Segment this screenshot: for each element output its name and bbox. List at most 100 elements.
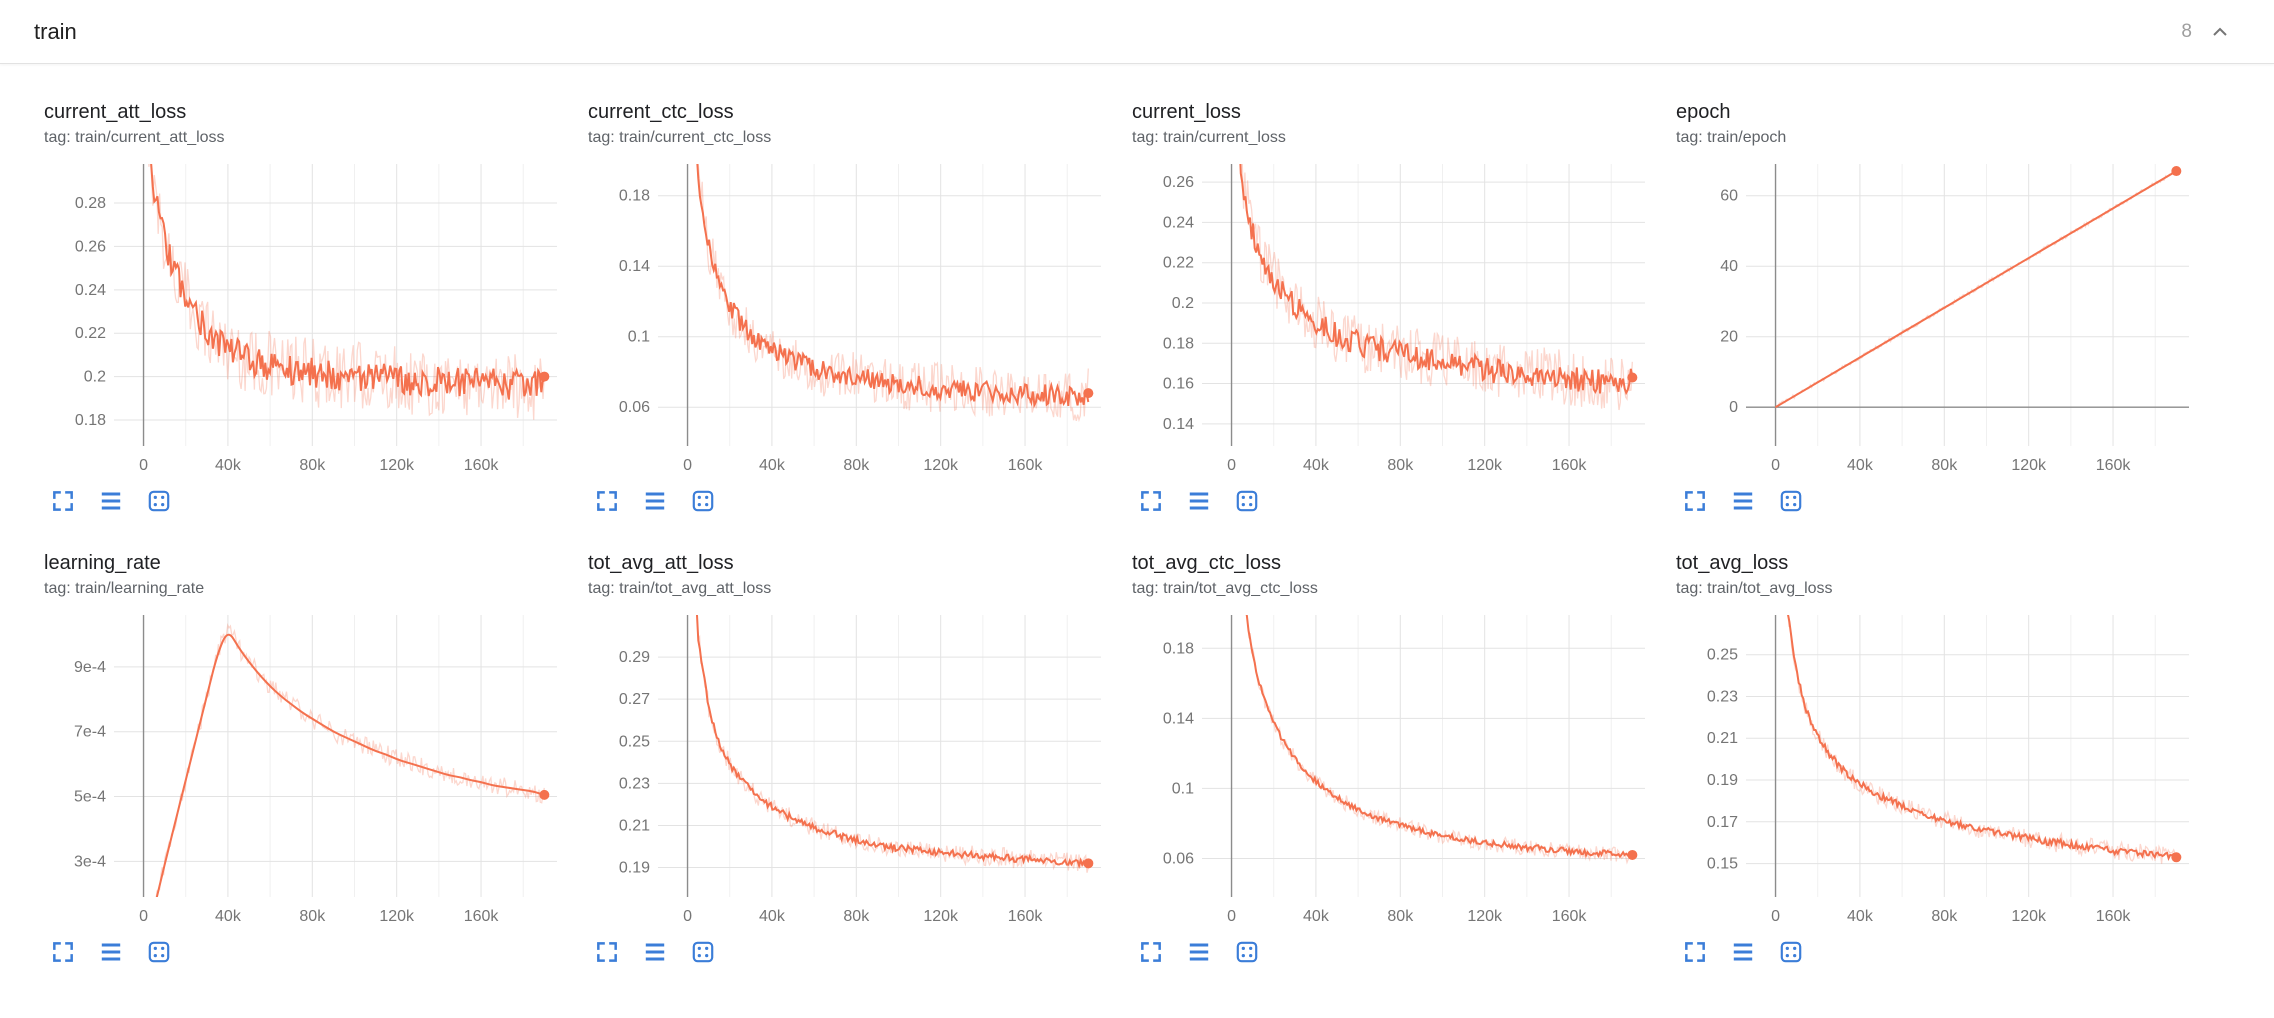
svg-text:0.18: 0.18 [1163, 640, 1194, 657]
svg-text:160k: 160k [1552, 908, 1588, 925]
svg-text:80k: 80k [299, 908, 326, 925]
expand-chart-button[interactable] [1132, 483, 1170, 519]
chart-title: epoch [1676, 101, 1731, 123]
fit-domain-button[interactable] [1772, 483, 1810, 519]
svg-text:0: 0 [1729, 399, 1738, 416]
expand-chart-button[interactable] [588, 483, 626, 519]
log-scale-toggle-button[interactable] [636, 934, 674, 970]
fit-domain-icon [1236, 490, 1258, 512]
svg-text:0.1: 0.1 [628, 329, 650, 346]
log-scale-toggle-button[interactable] [92, 483, 130, 519]
expand-chart-button[interactable] [44, 483, 82, 519]
fit-domain-button[interactable] [684, 483, 722, 519]
svg-text:0.22: 0.22 [1163, 255, 1194, 272]
expand-chart-button[interactable] [1132, 934, 1170, 970]
svg-text:0: 0 [683, 457, 692, 474]
chart-plot[interactable]: 0 40k 80k 120k 160k 0.06 0.1 0.14 0.18 [588, 158, 1103, 476]
expand-chart-button[interactable] [1676, 934, 1714, 970]
svg-text:0.21: 0.21 [619, 817, 650, 834]
collapse-section-button[interactable] [2204, 16, 2236, 48]
chart-tag: tag: train/tot_avg_loss [1676, 580, 1833, 597]
svg-text:160k: 160k [464, 457, 500, 474]
chart-tag: tag: train/current_ctc_loss [588, 129, 772, 146]
svg-text:0.25: 0.25 [619, 733, 650, 750]
svg-text:40k: 40k [759, 457, 786, 474]
svg-text:120k: 120k [379, 908, 415, 925]
chart-toolbar [588, 934, 1103, 970]
chart-toolbar [44, 934, 559, 970]
chart-plot-area: 0 40k 80k 120k 160k 0 20 40 60 [1676, 158, 2191, 481]
svg-text:0.18: 0.18 [75, 412, 106, 429]
chart-plot-area: 0 40k 80k 120k 160k 3e-4 5e-4 7e-4 9e-4 [44, 609, 559, 932]
svg-text:160k: 160k [1008, 908, 1044, 925]
chart-plot-area: 0 40k 80k 120k 160k 0.18 0.2 0.22 0.24 0.26 0.28 [44, 158, 559, 481]
chart-title: tot_avg_ctc_loss [1132, 552, 1281, 574]
scalar-chart-card: current_ctc_loss tag: train/current_ctc_… [588, 98, 1103, 519]
chart-plot[interactable]: 0 40k 80k 120k 160k 0.18 0.2 0.22 0.24 0.26 0.28 [44, 158, 559, 476]
fit-domain-icon [692, 941, 714, 963]
log-scale-toggle-button[interactable] [636, 483, 674, 519]
scalar-chart-card: epoch tag: train/epoch 0 40k 80k 120k 160k 0 2… [1676, 98, 2191, 519]
expand-icon [1141, 942, 1161, 962]
chart-title: current_att_loss [44, 101, 187, 123]
fit-domain-icon [148, 941, 170, 963]
expand-icon [1685, 491, 1705, 511]
fit-domain-button[interactable] [140, 483, 178, 519]
svg-text:0.29: 0.29 [619, 649, 650, 666]
run-section-header[interactable]: train 8 [0, 0, 2274, 64]
chart-tag: tag: train/tot_avg_ctc_loss [1132, 580, 1318, 597]
expand-chart-button[interactable] [44, 934, 82, 970]
expand-icon [597, 491, 617, 511]
chart-plot[interactable]: 0 40k 80k 120k 160k 0.14 0.16 0.18 0.2 0.22 0.24 0.… [1132, 158, 1647, 476]
svg-text:0.28: 0.28 [75, 195, 106, 212]
log-scale-toggle-button[interactable] [1180, 934, 1218, 970]
fit-domain-icon [1780, 490, 1802, 512]
fit-domain-icon [1780, 941, 1802, 963]
svg-text:80k: 80k [843, 908, 870, 925]
chart-plot[interactable]: 0 40k 80k 120k 160k 0.06 0.1 0.14 0.18 [1132, 609, 1647, 927]
section-card-count: 8 [2181, 20, 2192, 42]
svg-text:3e-4: 3e-4 [74, 853, 106, 870]
chart-tag: tag: train/epoch [1676, 129, 1787, 146]
expand-icon [53, 491, 73, 511]
svg-text:0.22: 0.22 [75, 325, 106, 342]
log-scale-toggle-button[interactable] [92, 934, 130, 970]
expand-chart-button[interactable] [1676, 483, 1714, 519]
svg-text:0.24: 0.24 [1163, 214, 1194, 231]
svg-text:0: 0 [1227, 457, 1236, 474]
fit-domain-button[interactable] [1772, 934, 1810, 970]
svg-text:0.18: 0.18 [1163, 335, 1194, 352]
svg-text:40k: 40k [1847, 457, 1874, 474]
fit-domain-button[interactable] [140, 934, 178, 970]
scalar-chart-card: tot_avg_ctc_loss tag: train/tot_avg_ctc_… [1132, 549, 1647, 970]
svg-text:60: 60 [1720, 188, 1738, 205]
chart-plot[interactable]: 0 40k 80k 120k 160k 3e-4 5e-4 7e-4 9e-4 [44, 609, 559, 927]
svg-text:120k: 120k [379, 457, 415, 474]
svg-text:0.18: 0.18 [619, 188, 650, 205]
fit-domain-button[interactable] [1228, 934, 1266, 970]
log-scale-toggle-button[interactable] [1180, 483, 1218, 519]
chart-plot-area: 0 40k 80k 120k 160k 0.19 0.21 0.23 0.25 0.27 0.29 [588, 609, 1103, 932]
expand-chart-button[interactable] [588, 934, 626, 970]
svg-text:120k: 120k [923, 457, 959, 474]
svg-text:20: 20 [1720, 329, 1738, 346]
svg-text:160k: 160k [1008, 457, 1044, 474]
svg-text:120k: 120k [2011, 457, 2047, 474]
log-scale-toggle-button[interactable] [1724, 483, 1762, 519]
fit-domain-button[interactable] [1228, 483, 1266, 519]
chart-tag: tag: train/current_att_loss [44, 129, 225, 146]
chart-plot[interactable]: 0 40k 80k 120k 160k 0.15 0.17 0.19 0.21 0.23 0.25 [1676, 609, 2191, 927]
chart-plot[interactable]: 0 40k 80k 120k 160k 0 20 40 60 [1676, 158, 2191, 476]
log-scale-lines-icon [1733, 492, 1753, 510]
chart-plot[interactable]: 0 40k 80k 120k 160k 0.19 0.21 0.23 0.25 0.27 0.29 [588, 609, 1103, 927]
chart-plot-area: 0 40k 80k 120k 160k 0.15 0.17 0.19 0.21 0.23 0.25 [1676, 609, 2191, 932]
svg-text:120k: 120k [1467, 457, 1503, 474]
svg-text:40k: 40k [1303, 457, 1330, 474]
fit-domain-button[interactable] [684, 934, 722, 970]
svg-text:7e-4: 7e-4 [74, 724, 106, 741]
svg-text:0: 0 [139, 908, 148, 925]
fit-domain-icon [148, 490, 170, 512]
log-scale-toggle-button[interactable] [1724, 934, 1762, 970]
svg-text:0.2: 0.2 [84, 369, 106, 386]
